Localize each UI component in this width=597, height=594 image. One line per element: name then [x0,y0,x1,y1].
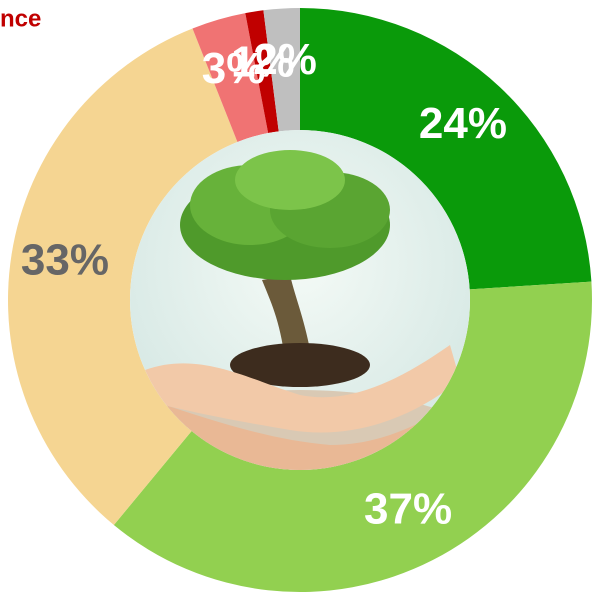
slice [300,8,592,290]
data-label: 1% [231,38,295,87]
slice [192,13,269,142]
data-label: 24% [419,99,507,148]
data-label: 3% [202,44,266,93]
slice [113,281,592,592]
data-label: 2% [253,35,317,84]
slice [7,28,238,525]
center-image [130,130,470,470]
chart-title: nce [0,5,41,32]
slice [245,10,279,134]
data-label: 33% [21,235,109,284]
data-label: 37% [364,485,452,534]
slice [263,8,300,132]
slices [7,8,592,592]
